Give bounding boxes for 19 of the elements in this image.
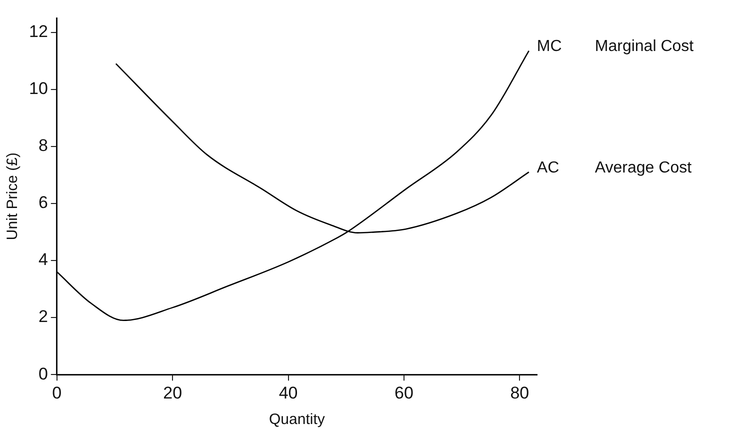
y-tick-label: 0 — [38, 364, 48, 384]
line-series — [56, 50, 530, 322]
y-tick-label: 4 — [38, 250, 48, 270]
text: Average Cost — [594, 159, 692, 176]
series-label: AC — [536, 159, 560, 176]
x-axis-title: Quantity — [269, 411, 326, 428]
y-tick-label: 6 — [38, 193, 48, 212]
x-tick-label: 60 — [394, 383, 414, 402]
x-tick-label: 80 — [510, 383, 530, 402]
y-tick-label: 12 — [28, 22, 48, 41]
text: Marginal Cost — [594, 38, 694, 56]
x-tick-label: 20 — [163, 383, 182, 402]
y-axis-title: Unit Price (£) — [4, 152, 22, 240]
x-tick-label: 40 — [278, 383, 298, 402]
y-tick-label: 8 — [38, 136, 48, 156]
y-tick-label: 10 — [28, 79, 48, 98]
series-label: MC — [536, 38, 562, 56]
x-tick-label: 0 — [52, 383, 62, 402]
y-tick-label: 2 — [38, 307, 48, 326]
